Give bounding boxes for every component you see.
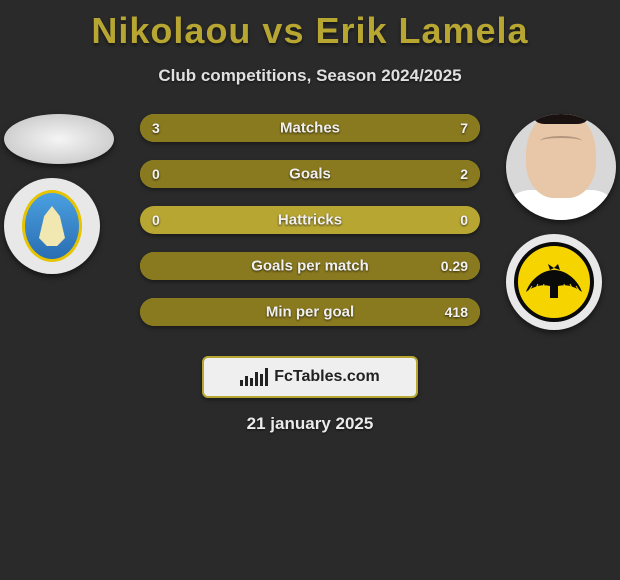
stat-label: Min per goal <box>266 304 354 321</box>
panaitolikos-crest-icon <box>22 190 82 262</box>
stat-row-matches: 3 7 Matches <box>140 114 480 142</box>
subtitle: Club competitions, Season 2024/2025 <box>0 66 620 86</box>
player-right-column <box>506 114 616 330</box>
brand-badge: FcTables.com <box>202 356 418 398</box>
player-face-icon <box>526 114 596 198</box>
stat-label: Hattricks <box>278 212 342 229</box>
stat-value-right: 0 <box>460 212 468 228</box>
stat-row-min-per-goal: 418 Min per goal <box>140 298 480 326</box>
page-title: Nikolaou vs Erik Lamela <box>0 0 620 52</box>
player-right-club-badge <box>506 234 602 330</box>
stat-value-right: 2 <box>460 166 468 182</box>
stat-label: Matches <box>280 120 340 137</box>
player-right-avatar <box>506 114 616 220</box>
stat-fill-right <box>242 114 480 142</box>
bar-chart-icon <box>240 368 268 386</box>
player-left-column <box>4 114 114 274</box>
stat-value-right: 7 <box>460 120 468 136</box>
stat-value-left: 3 <box>152 120 160 136</box>
snapshot-date: 21 january 2025 <box>247 414 374 434</box>
stat-row-goals-per-match: 0.29 Goals per match <box>140 252 480 280</box>
stat-label: Goals <box>289 166 331 183</box>
stat-row-goals: 0 2 Goals <box>140 160 480 188</box>
stat-value-left: 0 <box>152 212 160 228</box>
aek-crest-icon <box>514 242 594 322</box>
stat-value-left: 0 <box>152 166 160 182</box>
player-left-avatar <box>4 114 114 164</box>
stats-list: 3 7 Matches 0 2 Goals 0 0 Hattricks 0.29 Goals per… <box>140 114 480 344</box>
brand-text: FcTables.com <box>274 368 380 386</box>
player-left-club-badge <box>4 178 100 274</box>
stat-value-right: 418 <box>445 304 468 320</box>
stat-value-right: 0.29 <box>441 258 468 274</box>
eagle-icon <box>524 262 584 302</box>
stat-label: Goals per match <box>251 258 369 275</box>
stat-row-hattricks: 0 0 Hattricks <box>140 206 480 234</box>
